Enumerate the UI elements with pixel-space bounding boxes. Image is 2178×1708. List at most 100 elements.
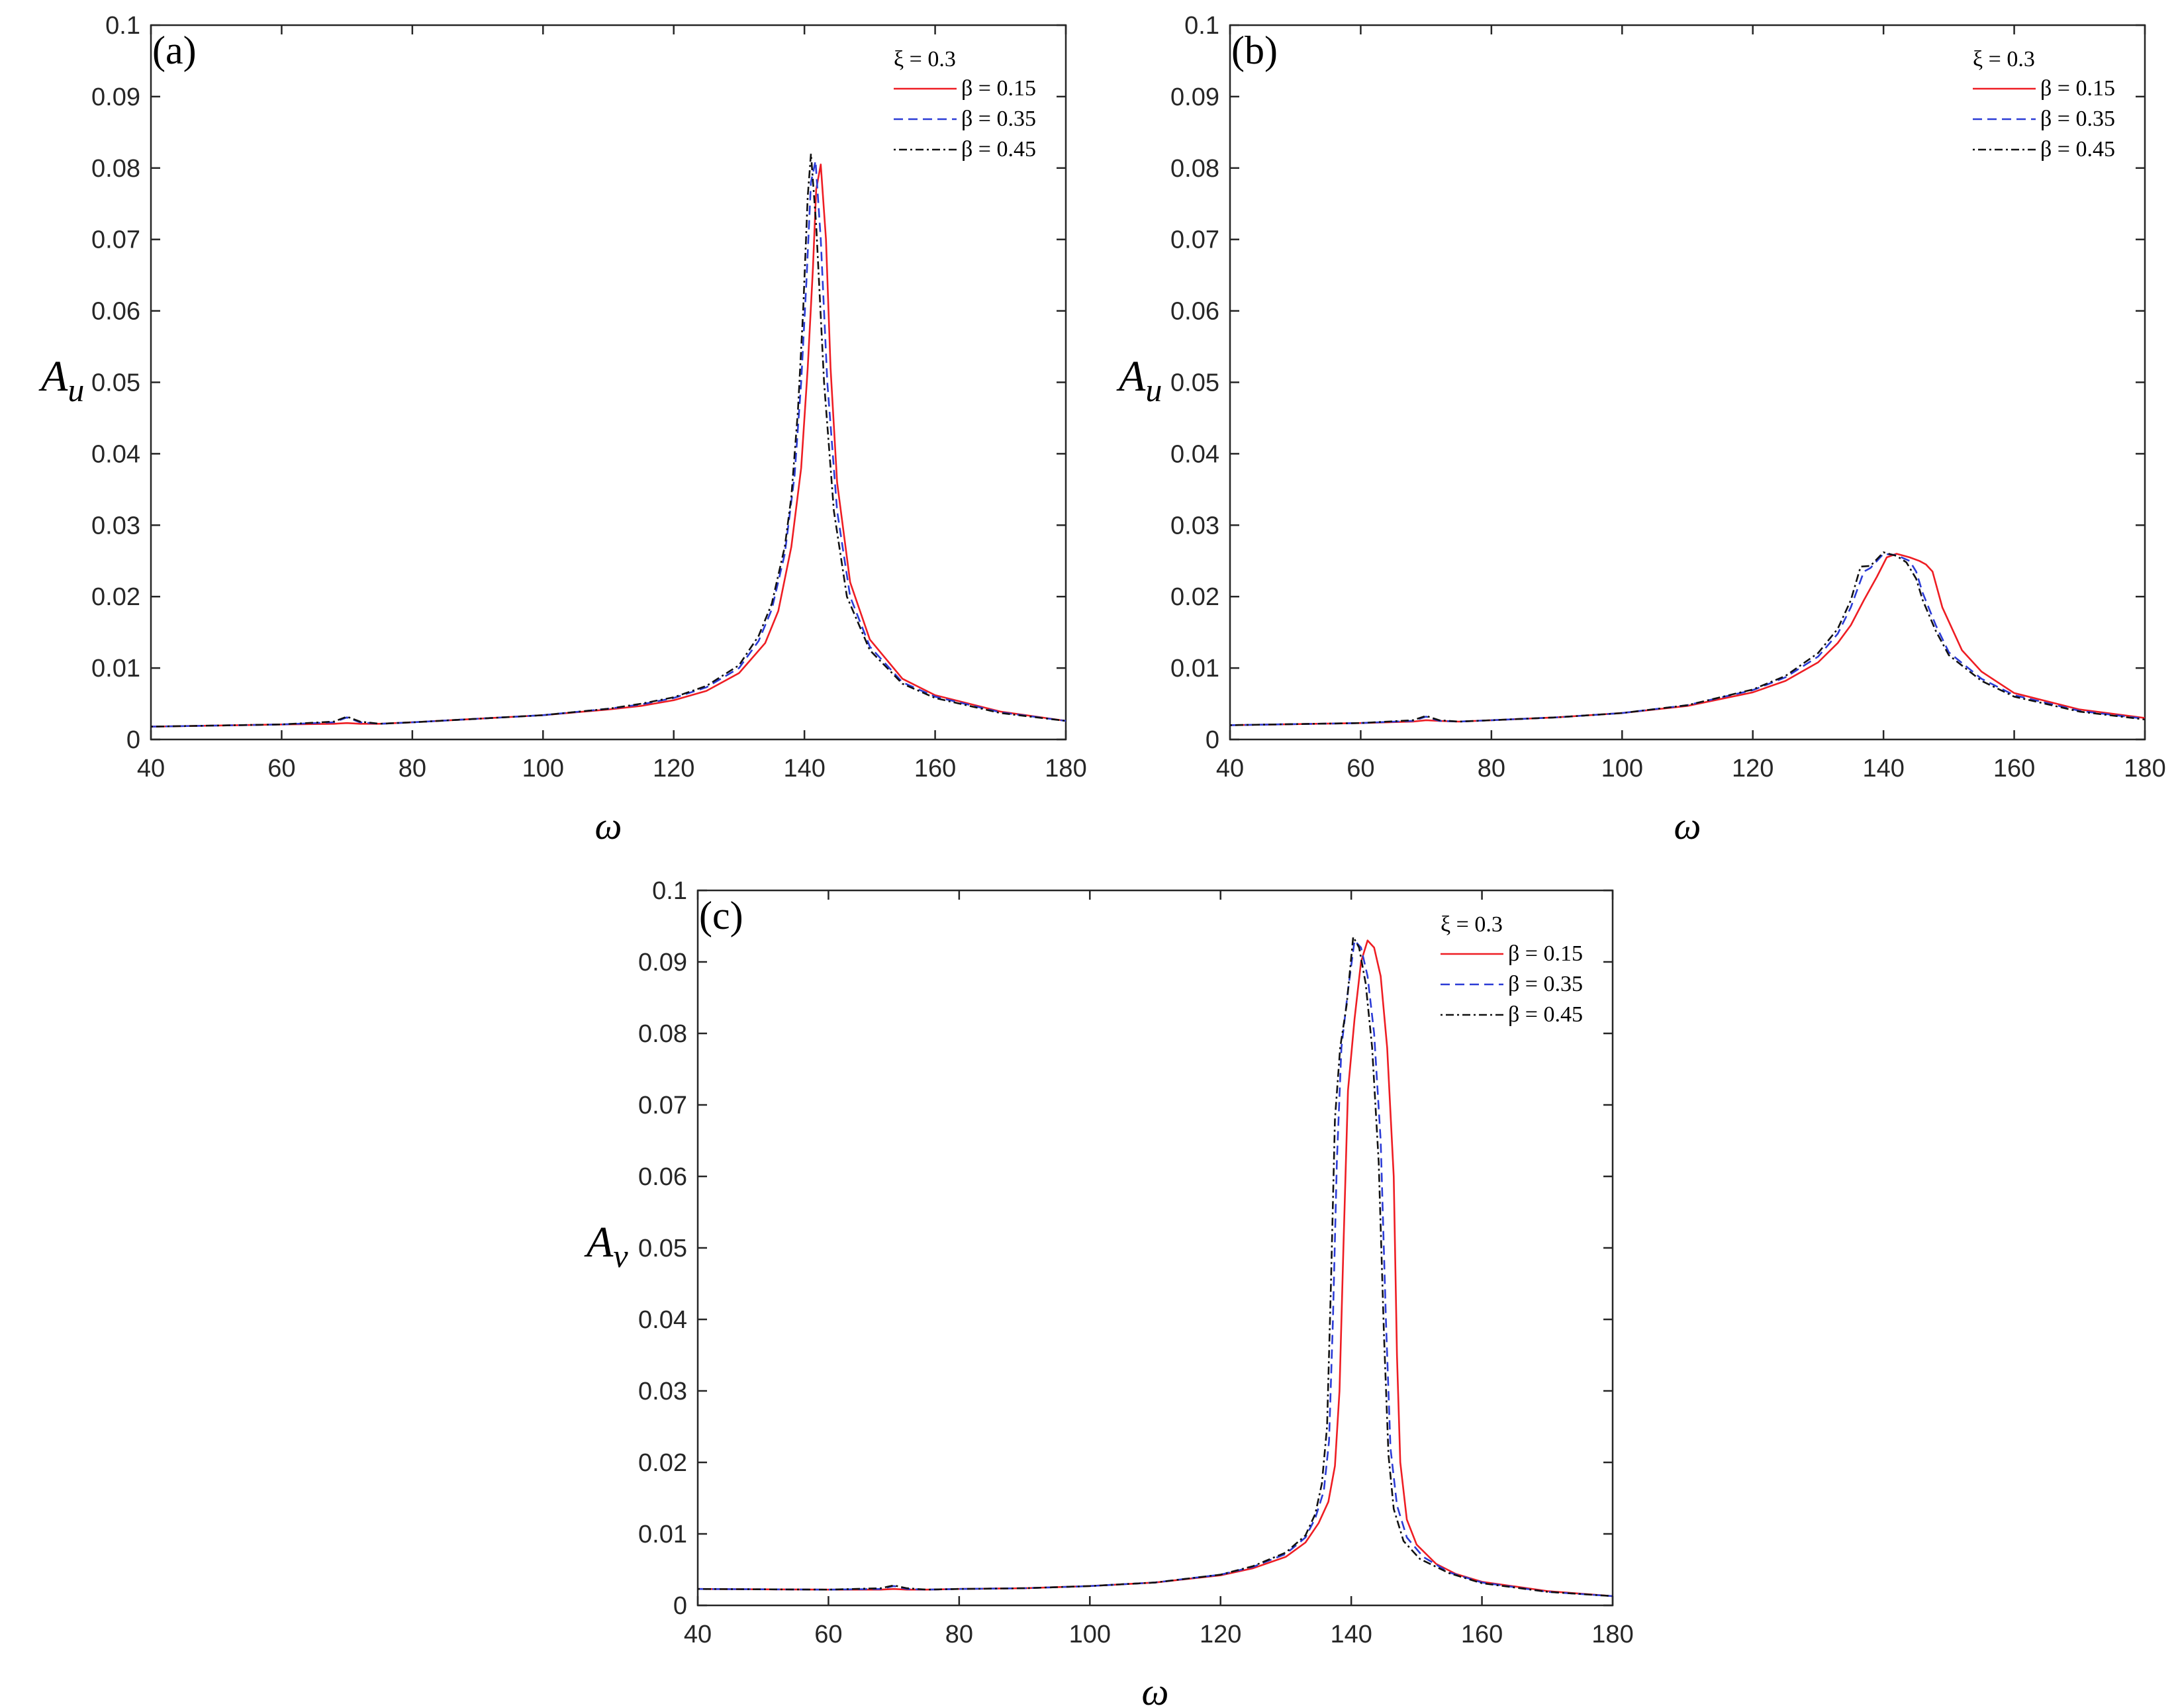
y-tick-label: 0.1 [652,877,687,905]
x-tick-label: 100 [1069,1621,1111,1648]
plot-area-frame [696,889,1614,1607]
series-group [151,152,1066,728]
x-tick-label: 100 [522,755,564,783]
y-tick-label: 0.02 [1170,583,1219,611]
plot-area-frame [1229,24,2146,741]
y-axis-label-main: A [584,1218,614,1266]
y-tick-label: 0.04 [638,1306,687,1334]
panel-label: (a) [152,28,197,72]
y-axis-label: Au [1116,352,1162,408]
x-tick-label: 180 [1591,1621,1633,1648]
chart-panel-c: 40 60 80 100 120 140 160 180 0 0.01 0.02 0.03 0.04 0.… [584,877,1634,1708]
y-tick-label: 0.03 [1170,512,1219,540]
x-axis-label: ω [1674,804,1701,847]
y-tick-label: 0 [126,726,140,754]
y-axis-label-sub: u [1145,371,1162,408]
y-tick-label: 0.05 [638,1235,687,1262]
y-tick-label: 0.09 [1170,83,1219,111]
y-tick-label: 0.01 [91,655,140,683]
plot-area-frame [150,24,1067,741]
y-tick-label: 0.1 [1184,12,1219,40]
chart-panel-b: 40 60 80 100 120 140 160 180 0 0.01 0.02 0.03 0.04 0.… [1116,12,2166,847]
x-tick-label: 140 [1330,1621,1372,1648]
x-tick-label: 40 [1216,755,1244,783]
legend-label-0: β = 0.15 [2040,76,2115,101]
y-tick-label: 0.06 [91,298,140,326]
y-tick-label: 0.07 [1170,226,1219,254]
x-tick-label: 180 [1045,755,1086,783]
x-tick-label: 160 [914,755,956,783]
series-line-0 [151,164,1066,728]
y-tick-label: 0.02 [638,1449,687,1477]
y-tick-label: 0.06 [1170,298,1219,326]
panel-label: (c) [699,894,743,937]
legend-label-0: β = 0.15 [1508,941,1583,966]
series-group [1230,551,2145,726]
y-tick-label: 0.05 [91,369,140,397]
legend-label-1: β = 0.35 [2040,107,2115,131]
y-tick-label: 0.06 [638,1163,687,1191]
x-tick-label: 80 [945,1621,973,1648]
y-tick-label: 0.08 [1170,155,1219,183]
y-tick-label: 0.08 [638,1020,687,1048]
legend-label-2: β = 0.45 [2040,137,2115,162]
x-tick-label: 60 [814,1621,842,1648]
y-axis-label-main: A [38,352,68,401]
legend-label-2: β = 0.45 [1508,1002,1583,1027]
x-axis-label: ω [1142,1670,1169,1708]
x-axis-label: ω [595,804,622,847]
x-tick-label: 120 [1732,755,1774,783]
legend-title: ξ = 0.3 [894,47,956,71]
legend-label-0: β = 0.15 [961,76,1036,101]
legend-title: ξ = 0.3 [1973,47,2035,71]
y-axis-label-main: A [1116,352,1146,401]
x-tick-label: 40 [684,1621,712,1648]
y-tick-label: 0.01 [638,1521,687,1548]
x-tick-label: 140 [1862,755,1904,783]
x-tick-label: 120 [1200,1621,1241,1648]
y-tick-label: 0 [1206,726,1219,754]
y-tick-label: 0.07 [91,226,140,254]
y-tick-label: 0.02 [91,583,140,611]
y-axis-label-sub: u [68,371,84,408]
legend-label-2: β = 0.45 [961,137,1036,162]
x-tick-label: 40 [137,755,165,783]
x-tick-label: 140 [783,755,825,783]
y-tick-label: 0.03 [638,1378,687,1405]
legend: ξ = 0.3β = 0.15 β = 0.35 β = 0.45 [1973,47,2115,162]
legend-label-1: β = 0.35 [1508,972,1583,996]
series-line-1 [698,939,1613,1597]
y-tick-label: 0 [673,1592,687,1620]
x-tick-label: 180 [2124,755,2165,783]
legend: ξ = 0.3β = 0.15 β = 0.35 β = 0.45 [894,47,1036,162]
series-line-0 [698,939,1613,1597]
x-tick-label: 60 [267,755,295,783]
y-tick-label: 0.03 [91,512,140,540]
series-line-0 [1230,553,2145,726]
y-tick-label: 0.05 [1170,369,1219,397]
series-group [698,935,1613,1597]
y-tick-label: 0.04 [91,440,140,468]
x-tick-label: 80 [399,755,426,783]
y-tick-label: 0.08 [91,155,140,183]
x-tick-label: 120 [653,755,694,783]
chart-panel-a: 40 60 80 100 120 140 160 180 0 0.01 0.02 0.03 0.04 0.… [38,12,1087,847]
x-tick-label: 160 [1461,1621,1503,1648]
x-tick-label: 60 [1347,755,1374,783]
y-axis-label: Av [584,1218,628,1274]
series-line-1 [1230,553,2145,726]
series-line-1 [151,160,1066,728]
y-tick-label: 0.09 [91,83,140,111]
y-axis-label: Au [38,352,84,408]
series-line-2 [1230,551,2145,726]
y-tick-label: 0.01 [1170,655,1219,683]
x-tick-label: 100 [1601,755,1643,783]
legend-title: ξ = 0.3 [1441,912,1503,937]
y-tick-label: 0.09 [638,949,687,976]
x-tick-label: 80 [1478,755,1505,783]
x-tick-label: 160 [1993,755,2035,783]
legend: ξ = 0.3β = 0.15 β = 0.35 β = 0.45 [1441,912,1583,1027]
y-tick-label: 0.04 [1170,440,1219,468]
series-line-2 [151,152,1066,728]
